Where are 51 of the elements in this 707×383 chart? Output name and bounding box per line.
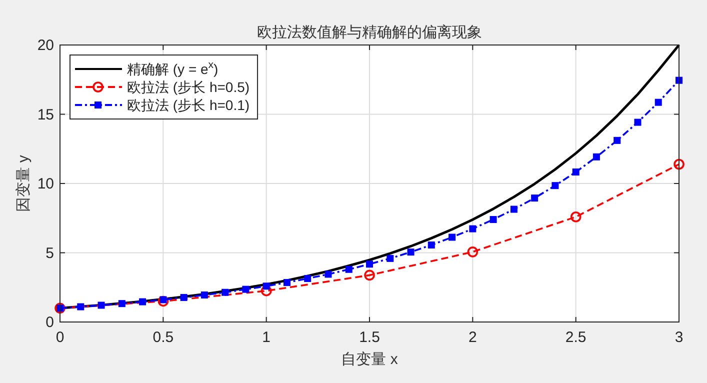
y-axis-title: 因变量 y bbox=[15, 154, 32, 212]
point bbox=[469, 225, 476, 232]
legend-label: 精确解 (y = e$^{x}$) bbox=[127, 59, 218, 77]
y-tick-label: 10 bbox=[37, 176, 54, 192]
y-tick-label: 20 bbox=[37, 37, 54, 54]
legend-label: 欧拉法 (步长 h=0.5) bbox=[127, 79, 250, 95]
point bbox=[98, 302, 105, 309]
point bbox=[614, 136, 621, 144]
point bbox=[674, 158, 684, 170]
y-tick-label: 15 bbox=[37, 106, 54, 124]
point bbox=[407, 248, 414, 256]
x-axis-title: 自变量 x bbox=[341, 351, 398, 368]
point bbox=[572, 168, 580, 176]
point bbox=[634, 118, 642, 126]
point bbox=[324, 270, 332, 278]
legend-label: 欧拉法 (步长 h=0.1) bbox=[127, 97, 250, 113]
point bbox=[592, 153, 600, 160]
point bbox=[448, 234, 456, 241]
point bbox=[222, 288, 229, 296]
point bbox=[428, 241, 435, 248]
y-tick-label: 0 bbox=[46, 314, 54, 331]
point bbox=[366, 260, 373, 268]
point bbox=[490, 216, 497, 224]
point bbox=[200, 291, 208, 298]
x-tick-label: 1.5 bbox=[359, 329, 380, 346]
point bbox=[364, 270, 375, 281]
point bbox=[118, 300, 126, 308]
point bbox=[654, 98, 662, 106]
point bbox=[531, 194, 538, 202]
point bbox=[510, 206, 518, 213]
point bbox=[260, 285, 272, 296]
x-tick-label: 0.5 bbox=[152, 329, 174, 346]
point bbox=[386, 254, 394, 262]
point bbox=[242, 286, 250, 293]
point bbox=[283, 279, 290, 286]
point bbox=[345, 266, 352, 273]
point bbox=[180, 294, 188, 301]
point bbox=[158, 296, 169, 307]
x-tick-label: 3 bbox=[674, 329, 684, 346]
point bbox=[467, 246, 478, 258]
chart-title: 欧拉法数值解与精确解的偏离现象 bbox=[257, 24, 482, 41]
x-tick-label: 2.5 bbox=[565, 329, 586, 346]
point bbox=[77, 303, 84, 310]
point bbox=[570, 211, 582, 222]
point bbox=[262, 282, 270, 290]
point bbox=[552, 182, 559, 190]
point bbox=[139, 298, 146, 306]
y-tick-label: 5 bbox=[46, 244, 54, 262]
point bbox=[304, 275, 312, 282]
x-tick-label: 2 bbox=[468, 329, 477, 346]
x-tick-label: 1 bbox=[262, 329, 271, 346]
